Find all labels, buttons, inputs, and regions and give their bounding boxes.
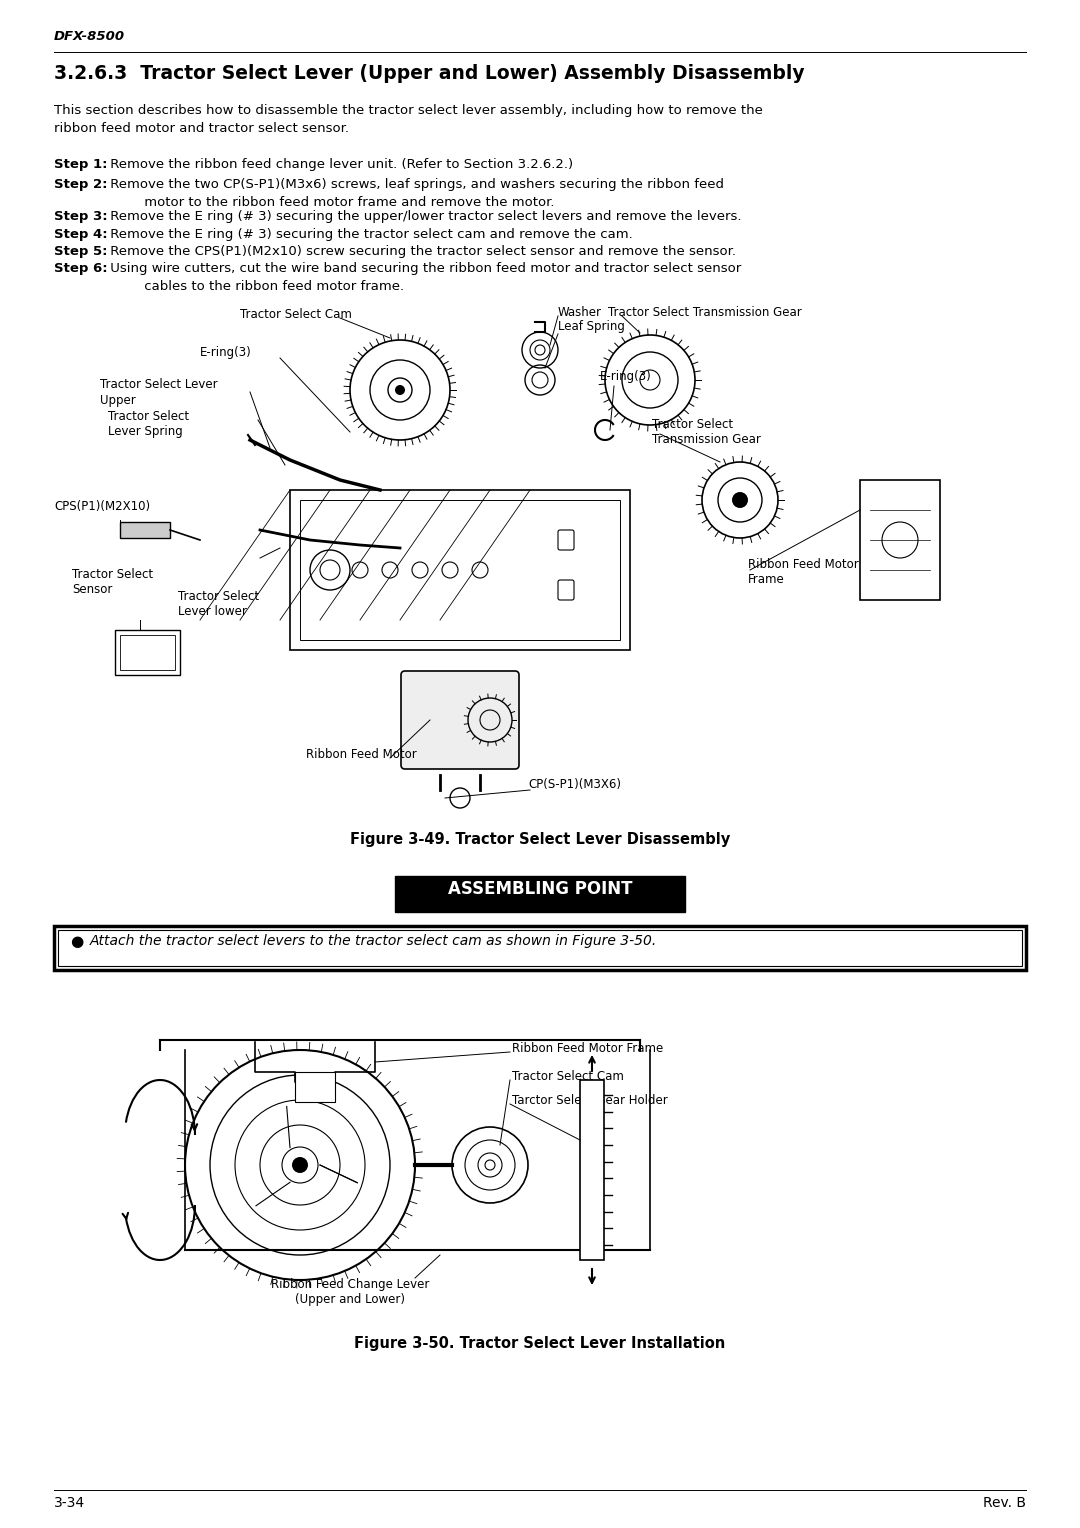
Bar	[114, 630, 180, 675]
Text: Figure 3-49. Tractor Select Lever Disassembly: Figure 3-49. Tractor Select Lever Disass…	[350, 833, 730, 847]
Text: Tractor Select Cam: Tractor Select Cam	[512, 1070, 624, 1083]
Bar	[58, 931, 1022, 966]
FancyBboxPatch shape	[558, 530, 573, 550]
Text: Washer: Washer	[558, 306, 602, 319]
Text: Ribbon Feed Motor: Ribbon Feed Motor	[748, 558, 859, 571]
Bar	[860, 480, 940, 601]
Text: Leaf Spring: Leaf Spring	[558, 319, 625, 333]
Text: Step 1:: Step 1:	[54, 157, 108, 171]
Text: Tractor Select Transmission Gear: Tractor Select Transmission Gear	[608, 306, 801, 319]
Text: Tractor Select: Tractor Select	[108, 410, 189, 423]
Circle shape	[292, 1157, 308, 1174]
Text: Frame: Frame	[748, 573, 785, 587]
Bar	[120, 636, 175, 669]
Text: E-ring(3): E-ring(3)	[200, 345, 252, 359]
Text: Rev. B: Rev. B	[983, 1496, 1026, 1510]
Text: Tractor Select: Tractor Select	[652, 419, 733, 431]
Text: Figure 3-50. Tractor Select Lever Installation: Figure 3-50. Tractor Select Lever Instal…	[354, 1335, 726, 1351]
Text: Remove the two CP(S-P1)(M3x6) screws, leaf springs, and washers securing the rib: Remove the two CP(S-P1)(M3x6) screws, le…	[106, 177, 724, 209]
Text: Remove the E ring (# 3) securing the tractor select cam and remove the cam.: Remove the E ring (# 3) securing the tra…	[106, 228, 633, 241]
Circle shape	[732, 492, 748, 507]
Bar	[395, 876, 685, 912]
Text: Remove the ribbon feed change lever unit. (Refer to Section 3.2.6.2.): Remove the ribbon feed change lever unit…	[106, 157, 573, 171]
Bar	[300, 500, 620, 640]
Text: Sensor: Sensor	[72, 584, 112, 596]
Bar	[120, 523, 170, 538]
Bar	[295, 1073, 335, 1102]
Text: Attach the tractor select levers to the tractor select cam as shown in Figure 3-: Attach the tractor select levers to the …	[90, 934, 658, 947]
Text: Step 3:: Step 3:	[54, 209, 108, 223]
Text: Upper: Upper	[100, 394, 136, 406]
Text: Tractor Select: Tractor Select	[178, 590, 259, 604]
Text: Step 5:: Step 5:	[54, 244, 108, 258]
Text: (Upper and Lower): (Upper and Lower)	[295, 1293, 405, 1306]
Text: Tractor Select: Tractor Select	[72, 568, 153, 581]
Text: Ribbon Feed Motor: Ribbon Feed Motor	[306, 749, 417, 761]
Text: Tractor Select Lever: Tractor Select Lever	[100, 377, 218, 391]
Text: DFX-8500: DFX-8500	[54, 31, 125, 43]
Text: Step 6:: Step 6:	[54, 261, 108, 275]
Text: Lever lower: Lever lower	[178, 605, 247, 617]
Text: Tarctor Select Gear Holder: Tarctor Select Gear Holder	[512, 1094, 667, 1106]
Bar	[54, 926, 1026, 970]
FancyBboxPatch shape	[401, 671, 519, 769]
Text: Ribbon Feed Change Lever: Ribbon Feed Change Lever	[271, 1277, 429, 1291]
Text: Step 2:: Step 2:	[54, 177, 108, 191]
Text: 3.2.6.3  Tractor Select Lever (Upper and Lower) Assembly Disassembly: 3.2.6.3 Tractor Select Lever (Upper and …	[54, 64, 805, 83]
Text: Remove the CPS(P1)(M2x10) screw securing the tractor select sensor and remove th: Remove the CPS(P1)(M2x10) screw securing…	[106, 244, 735, 258]
Text: Tractor Select Cam: Tractor Select Cam	[240, 309, 352, 321]
Text: CP(S-P1)(M3X6): CP(S-P1)(M3X6)	[528, 778, 621, 792]
Text: ●: ●	[70, 934, 83, 949]
Text: Lever Spring: Lever Spring	[108, 425, 183, 439]
Text: CPS(P1)(M2X10): CPS(P1)(M2X10)	[54, 500, 150, 513]
Text: Transmission Gear: Transmission Gear	[652, 432, 761, 446]
Text: ASSEMBLING POINT: ASSEMBLING POINT	[448, 880, 632, 898]
FancyBboxPatch shape	[558, 581, 573, 601]
Bar	[291, 490, 630, 649]
Text: 3-34: 3-34	[54, 1496, 85, 1510]
Text: E-ring(3): E-ring(3)	[600, 370, 651, 384]
Bar	[580, 1080, 604, 1261]
Text: Remove the E ring (# 3) securing the upper/lower tractor select levers and remov: Remove the E ring (# 3) securing the upp…	[106, 209, 742, 223]
Text: Using wire cutters, cut the wire band securing the ribbon feed motor and tractor: Using wire cutters, cut the wire band se…	[106, 261, 741, 293]
Text: This section describes how to disassemble the tractor select lever assembly, inc: This section describes how to disassembl…	[54, 104, 762, 134]
Text: Step 4:: Step 4:	[54, 228, 108, 241]
Text: Ribbon Feed Motor Frame: Ribbon Feed Motor Frame	[512, 1042, 663, 1054]
Circle shape	[395, 385, 405, 396]
